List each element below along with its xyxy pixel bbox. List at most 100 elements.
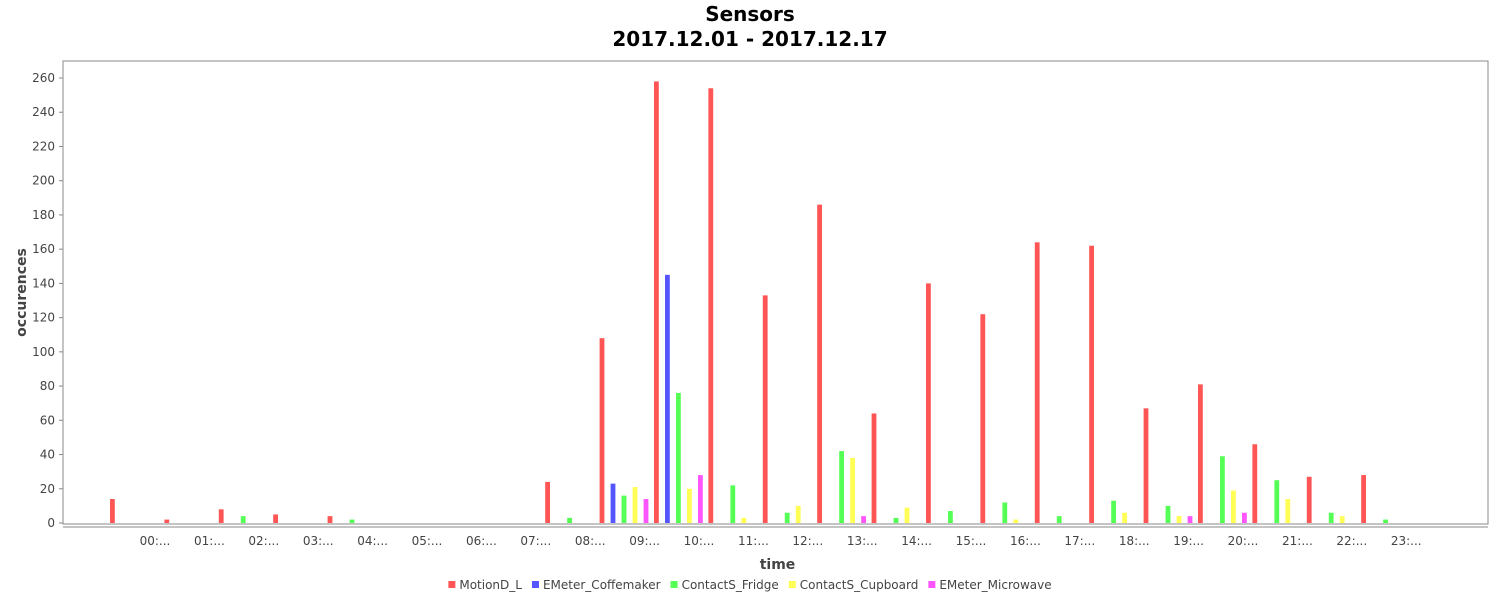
bar bbox=[795, 505, 801, 523]
bar bbox=[218, 509, 224, 523]
x-tick-label: 05:... bbox=[412, 534, 443, 548]
x-tick-label: 16:... bbox=[1010, 534, 1041, 548]
bar bbox=[1198, 384, 1203, 523]
chart-title: Sensors bbox=[705, 2, 795, 26]
y-tick-label: 80 bbox=[40, 379, 55, 393]
y-tick-label: 60 bbox=[40, 413, 55, 427]
bar bbox=[567, 517, 572, 523]
x-tick-label: 10:... bbox=[684, 534, 715, 548]
legend-label: EMeter_Microwave bbox=[939, 578, 1051, 592]
x-tick-label: 01:... bbox=[194, 534, 225, 548]
bar bbox=[273, 514, 278, 523]
bar bbox=[1187, 516, 1193, 523]
y-tick-label: 200 bbox=[32, 174, 55, 188]
x-tick-label: 08:... bbox=[575, 534, 606, 548]
bar bbox=[850, 457, 855, 523]
x-tick-label: 07:... bbox=[520, 534, 551, 548]
bar bbox=[643, 499, 649, 523]
bar bbox=[980, 314, 986, 523]
bar bbox=[110, 499, 115, 523]
x-tick-label: 04:... bbox=[357, 534, 388, 548]
legend-label: ContactS_Fridge bbox=[682, 578, 779, 592]
bar bbox=[1013, 519, 1019, 523]
bar bbox=[904, 507, 910, 523]
legend-label: EMeter_Coffemaker bbox=[543, 578, 661, 592]
bar bbox=[1339, 516, 1345, 523]
x-tick-label: 00:... bbox=[140, 534, 171, 548]
bar bbox=[1328, 512, 1334, 523]
bar bbox=[665, 274, 670, 523]
bar bbox=[240, 516, 246, 523]
bar bbox=[893, 517, 899, 523]
x-axis-label: time bbox=[760, 557, 796, 573]
x-tick-label: 21:... bbox=[1282, 534, 1313, 548]
bar bbox=[327, 516, 333, 523]
bar bbox=[654, 81, 659, 524]
bar bbox=[762, 295, 768, 523]
chart-subtitle: 2017.12.01 - 2017.12.17 bbox=[612, 27, 888, 51]
legend-label: ContactS_Cupboard bbox=[800, 578, 919, 592]
bar bbox=[741, 517, 747, 523]
legend-label: MotionD_L bbox=[459, 578, 522, 592]
bar bbox=[599, 338, 605, 523]
bar bbox=[948, 511, 953, 523]
bar bbox=[1165, 505, 1171, 523]
y-tick-label: 20 bbox=[40, 482, 55, 496]
y-tick-label: 0 bbox=[47, 516, 55, 530]
legend-swatch bbox=[448, 581, 456, 588]
bar bbox=[1252, 444, 1258, 523]
bar bbox=[621, 495, 627, 523]
bar bbox=[1143, 408, 1149, 523]
bar bbox=[349, 519, 355, 523]
y-tick-label: 140 bbox=[32, 276, 55, 290]
bar bbox=[1220, 456, 1225, 523]
x-tick-label: 17:... bbox=[1064, 534, 1095, 548]
x-tick-label: 19:... bbox=[1173, 534, 1204, 548]
x-tick-label: 20:... bbox=[1228, 534, 1259, 548]
bar bbox=[1306, 476, 1312, 523]
bar bbox=[926, 283, 931, 523]
bar bbox=[730, 485, 736, 523]
bar bbox=[1242, 512, 1247, 523]
x-tick-label: 15:... bbox=[956, 534, 987, 548]
bar bbox=[164, 519, 170, 523]
x-tick-label: 23:... bbox=[1391, 534, 1422, 548]
bar bbox=[1002, 502, 1008, 523]
x-tick-label: 18:... bbox=[1119, 534, 1150, 548]
x-tick-label: 02:... bbox=[248, 534, 279, 548]
x-tick-label: 13:... bbox=[847, 534, 878, 548]
x-tick-label: 09:... bbox=[629, 534, 660, 548]
y-tick-label: 160 bbox=[32, 242, 55, 256]
y-tick-label: 260 bbox=[32, 71, 55, 85]
bar bbox=[1089, 245, 1094, 523]
x-tick-label: 12:... bbox=[792, 534, 823, 548]
y-tick-label: 100 bbox=[32, 345, 55, 359]
legend-swatch bbox=[928, 581, 936, 588]
x-tick-label: 14:... bbox=[901, 534, 932, 548]
bar bbox=[610, 483, 616, 523]
y-tick-label: 120 bbox=[32, 311, 55, 325]
bar bbox=[676, 392, 681, 523]
x-tick-label: 03:... bbox=[303, 534, 334, 548]
bar bbox=[545, 481, 550, 523]
y-axis-label: occurences bbox=[14, 248, 30, 337]
y-tick-label: 180 bbox=[32, 208, 55, 222]
bar bbox=[1122, 512, 1127, 523]
x-tick-label: 22:... bbox=[1336, 534, 1367, 548]
bar bbox=[784, 512, 790, 523]
bar bbox=[1231, 490, 1236, 523]
bar bbox=[687, 488, 692, 523]
bar bbox=[871, 413, 877, 523]
bar bbox=[1034, 242, 1040, 523]
bar bbox=[708, 88, 714, 524]
y-tick-label: 40 bbox=[40, 448, 55, 462]
legend-swatch bbox=[531, 581, 539, 588]
bar bbox=[1361, 475, 1366, 523]
x-tick-label: 06:... bbox=[466, 534, 497, 548]
bar bbox=[698, 475, 703, 523]
bar bbox=[1285, 499, 1291, 523]
bar bbox=[861, 516, 866, 523]
bar bbox=[1383, 519, 1388, 523]
